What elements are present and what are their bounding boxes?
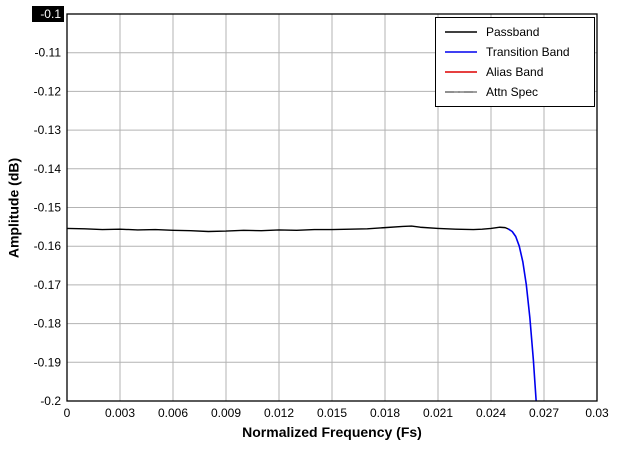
legend-label-passband: Passband [486, 25, 540, 39]
x-axis-title: Normalized Frequency (Fs) [242, 424, 422, 440]
y-tick-label: -0.17 [34, 278, 62, 292]
legend-label-alias-band: Alias Band [486, 65, 544, 79]
y-axis-title: Amplitude (dB) [5, 157, 22, 259]
legend-item-attn-spec: Attn Spec [444, 82, 588, 102]
series-line-transition-band [507, 228, 537, 401]
y-tick-label: -0.19 [34, 355, 62, 369]
y-tick-label: -0.16 [34, 239, 62, 253]
x-tick-label: 0.003 [105, 406, 135, 420]
y-tick-label: -0.2 [40, 394, 61, 408]
alias-band-line-sample [445, 71, 477, 73]
y-tick-label: -0.12 [34, 84, 62, 98]
x-tick-label: 0.009 [211, 406, 241, 420]
x-tick-label: 0.018 [370, 406, 400, 420]
transition-band-line-sample [445, 51, 477, 53]
y-tick-label: -0.15 [34, 201, 62, 215]
x-tick-label: 0.021 [423, 406, 453, 420]
series-line-passband [67, 225, 510, 233]
x-tick-label: 0.006 [158, 406, 188, 420]
attn-spec-line-sample [445, 91, 477, 93]
legend-item-alias-band: Alias Band [444, 62, 588, 82]
x-tick-label: 0.015 [317, 406, 347, 420]
legend: Passband Transition Band Alias Band Attn… [435, 17, 595, 107]
y-tick-label: -0.14 [34, 162, 62, 176]
plot-border [66, 13, 598, 402]
x-tick-label: 0.03 [585, 406, 609, 420]
legend-label-attn-spec: Attn Spec [486, 85, 539, 99]
passband-line-sample [445, 31, 477, 33]
legend-item-transition-band: Transition Band [444, 42, 588, 62]
x-tick-label: 0.024 [476, 406, 506, 420]
y-tick-label: -0.18 [34, 317, 62, 331]
x-tick-label: 0.027 [529, 406, 559, 420]
y-tick-label: -0.11 [35, 46, 62, 60]
x-tick-label: 0 [64, 406, 71, 420]
y-tick-label: -0.1 [40, 7, 61, 21]
y-tick-highlight [32, 6, 64, 22]
legend-item-passband: Passband [444, 22, 588, 42]
legend-label-transition-band: Transition Band [486, 45, 570, 59]
y-tick-label: -0.13 [34, 123, 62, 137]
x-tick-label: 0.012 [264, 406, 294, 420]
